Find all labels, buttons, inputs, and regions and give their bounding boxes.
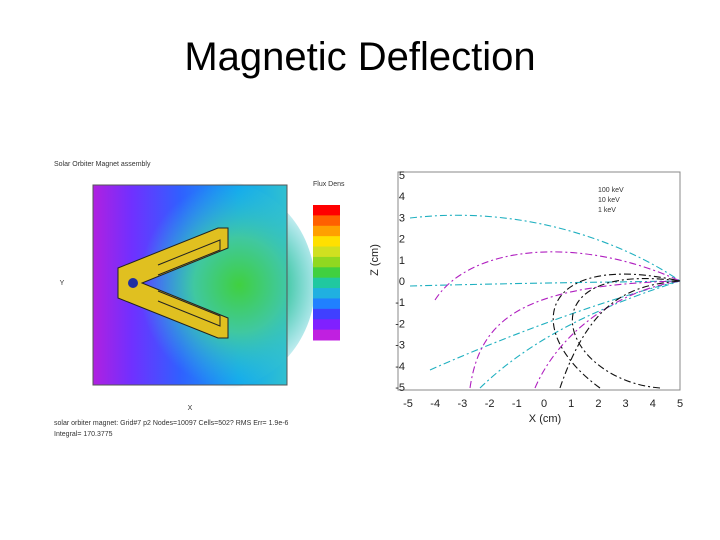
x-tick-label: 2 [595,398,601,410]
colorbar-swatch [313,246,340,258]
x-tick-label: -5 [403,398,413,410]
colorbar [313,205,340,341]
y-tick-label: 2 [399,234,405,246]
y-tick-label: -3 [395,340,405,352]
y-tick-label: -2 [395,318,405,330]
figure-title: Solar Orbiter Magnet assembly [54,161,151,168]
magnet-core [128,278,138,288]
y-tick-label: 0 [399,276,405,288]
x-tick-label: 1 [568,398,574,410]
trajectory [479,280,681,389]
x-tick-label: -3 [458,398,468,410]
plot-frame [397,171,681,391]
y-tick-label: -1 [395,297,405,309]
x-tick-label: -4 [430,398,440,410]
colorbar-swatch [313,288,340,299]
x-tick-label: -1 [512,398,522,410]
colorbar-swatch [313,225,340,237]
x-tick-label: 5 [677,398,683,410]
y-tick-label: 3 [399,212,405,224]
legend-entry: 100 keV [598,187,624,194]
y-tick-label: 4 [399,191,405,203]
plot-frame [92,184,288,386]
y-tick-label: 1 [399,255,405,267]
colorbar-label: Flux Dens [313,181,345,188]
magnet-gap [157,239,221,276]
colorbar-swatch [313,298,340,310]
trajectory [434,251,681,301]
caption-line: solar orbiter magnet: Grid#7 p2 Nodes=10… [54,420,289,427]
colorbar-swatch [313,256,340,268]
trajectory [559,280,681,389]
magnet-gap [157,290,221,327]
slide-title: Magnetic Deflection [184,35,535,79]
colorbar-swatch [313,319,340,331]
trajectory [534,280,681,389]
x-label: X (cm) [529,413,561,425]
colorbar-swatch [313,329,340,341]
x-tick-label: 0 [541,398,547,410]
field-region [115,180,315,390]
colorbar-swatch [313,308,340,320]
y-tick-label: -4 [395,361,405,373]
x-label: X [188,405,193,412]
y-tick-label: -5 [395,382,405,394]
colorbar-swatch [313,236,340,248]
legend-entry: 10 keV [598,197,620,204]
x-tick-label: -2 [485,398,495,410]
trajectory [429,280,681,371]
trajectory [552,273,681,389]
x-tick-label: 4 [650,398,656,410]
x-tick-label: 3 [623,398,629,410]
y-tick-label: 5 [399,170,405,182]
trajectory [469,280,681,389]
colorbar-swatch [313,267,340,279]
y-label: Y [60,280,65,287]
contour-figure: Solar Orbiter Magnet assembly X Y Flux D… [54,161,345,438]
colorbar-swatch [313,205,340,216]
caption-line: Integral= 170.3775 [54,431,113,438]
y-label: Z (cm) [369,244,381,276]
trajectory [409,214,681,282]
colorbar-swatch [313,277,340,289]
trajectory-plot: X (cm) Z (cm) -5 -4 -3 -2 -1 0 1 2 3 4 5 5 4 3 2 1 0 -1 -2… [369,170,683,425]
colorbar-swatch [313,215,340,227]
legend-entry: 1 keV [598,207,616,214]
trajectory [571,278,681,389]
trajectory [409,280,681,287]
magnet-yoke [117,227,229,339]
